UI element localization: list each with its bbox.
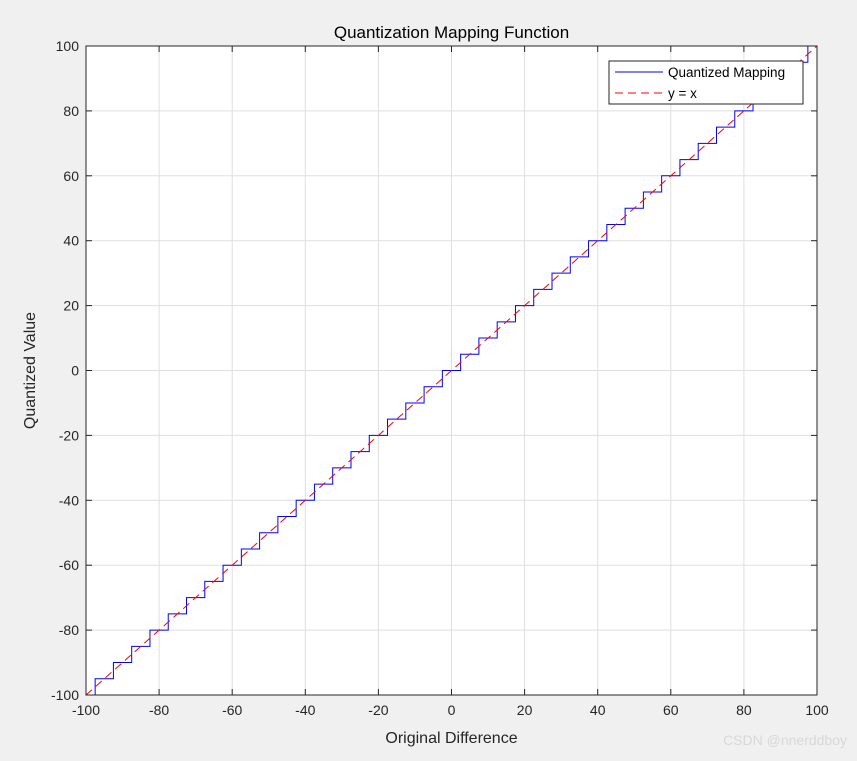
chart-title: Quantization Mapping Function: [334, 23, 569, 42]
x-tick-label-5: 0: [448, 702, 456, 718]
x-tick-label-2: -60: [222, 702, 242, 718]
y-tick-label-6: 20: [63, 298, 79, 314]
y-tick-label-5: 0: [71, 363, 79, 379]
y-tick-label-3: -40: [59, 492, 79, 508]
y-tick-label-2: -60: [59, 557, 79, 573]
x-tick-label-9: 80: [736, 702, 752, 718]
x-tick-label-3: -40: [295, 702, 315, 718]
y-tick-label-7: 40: [63, 233, 79, 249]
axis-ticks: -100 -80 -60 -40 -20 0 20 40 60 80 100 -100 -80 -60 -4…: [51, 38, 829, 718]
y-tick-label-0: -100: [51, 687, 79, 703]
series-line-identity: [85, 45, 818, 696]
x-tick-label-1: -80: [149, 702, 169, 718]
legend[interactable]: Quantized Mapping y = x: [608, 60, 804, 105]
x-tick-label-8: 60: [663, 702, 679, 718]
legend-box: [608, 60, 804, 105]
x-tick-label-0: -100: [72, 702, 100, 718]
x-tick-label-10: 100: [805, 702, 829, 718]
x-tick-label-6: 20: [517, 702, 533, 718]
x-tick-label-4: -20: [368, 702, 388, 718]
y-tick-label-1: -80: [59, 622, 79, 638]
y-tick-label-9: 80: [63, 103, 79, 119]
x-tick-label-7: 40: [590, 702, 606, 718]
legend-label-identity: y = x: [668, 86, 697, 101]
x-axis-title: Original Difference: [385, 730, 517, 747]
watermark: CSDN @nnerddboy: [723, 732, 847, 748]
y-axis-title: Quantized Value: [22, 312, 39, 429]
plot-series: [85, 45, 818, 696]
legend-label-quantized: Quantized Mapping: [668, 65, 785, 80]
y-tick-label-4: -20: [59, 427, 79, 443]
y-tick-label-8: 60: [63, 168, 79, 184]
y-tick-label-10: 100: [56, 38, 80, 54]
